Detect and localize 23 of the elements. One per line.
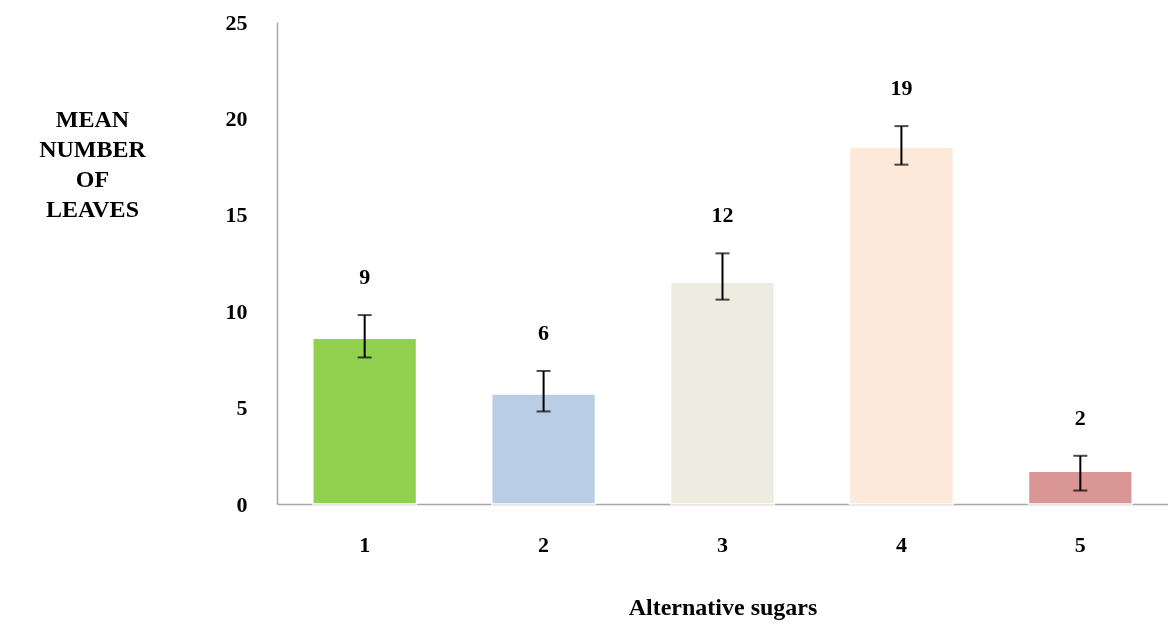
y-axis-title: MEAN NUMBER OF LEAVES [39, 105, 147, 222]
data-label: 9 [359, 264, 371, 290]
x-tick-label: 4 [895, 531, 907, 557]
x-tick-label: 1 [359, 531, 371, 557]
data-label: 2 [1074, 404, 1086, 430]
bar [1027, 470, 1133, 505]
data-label: 19 [890, 75, 913, 101]
y-tick-label: 25 [225, 9, 248, 35]
data-label: 6 [538, 319, 550, 345]
bar [669, 281, 776, 505]
bar [490, 393, 597, 505]
y-tick-label: 15 [225, 202, 248, 228]
x-axis-title: Alternative sugars [628, 593, 818, 620]
y-tick-label: 10 [225, 298, 248, 324]
y-tick-label: 0 [236, 491, 248, 517]
x-tick-label: 5 [1074, 531, 1086, 557]
y-tick-label: 5 [236, 395, 248, 421]
data-label: 12 [711, 202, 734, 228]
bar [312, 337, 418, 505]
y-tick-label: 20 [225, 105, 248, 131]
x-tick-label: 3 [717, 531, 728, 557]
bar [848, 146, 955, 505]
x-tick-label: 2 [538, 531, 550, 557]
